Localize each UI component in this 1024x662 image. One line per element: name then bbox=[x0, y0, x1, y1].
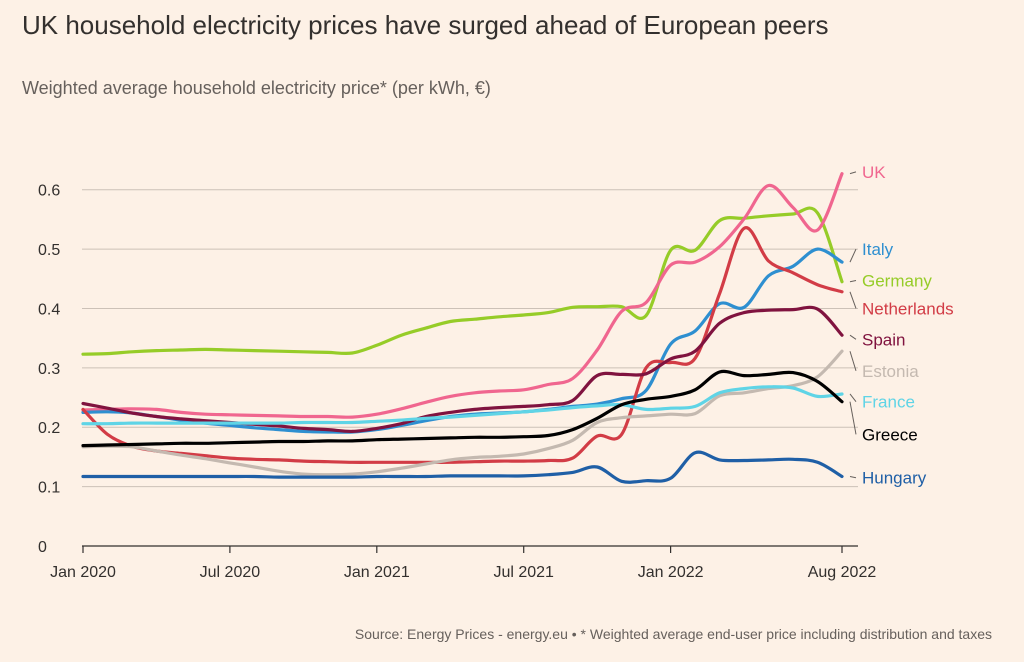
x-tick-label: Jul 2021 bbox=[493, 564, 554, 581]
x-tick-label: Jul 2020 bbox=[200, 564, 261, 581]
label-leader-spain bbox=[849, 334, 857, 340]
y-tick-label: 0.2 bbox=[38, 420, 60, 437]
gridlines bbox=[82, 189, 858, 547]
series-line-greece bbox=[81, 369, 844, 448]
chart-subtitle: Weighted average household electricity p… bbox=[22, 78, 491, 98]
series-label-germany: Germany bbox=[862, 272, 932, 291]
series-line-hungary bbox=[81, 450, 844, 484]
y-tick-label: 0.6 bbox=[38, 183, 60, 200]
chart-title: UK household electricity prices have sur… bbox=[22, 10, 829, 40]
series-label-uk: UK bbox=[862, 163, 886, 182]
series-line-spain bbox=[81, 305, 844, 434]
label-leader-estonia bbox=[849, 351, 857, 371]
series-line-germany bbox=[81, 206, 844, 356]
series-label-spain: Spain bbox=[862, 330, 905, 349]
series-label-italy: Italy bbox=[862, 240, 894, 259]
y-tick-label: 0.3 bbox=[38, 361, 60, 378]
label-leader-greece bbox=[849, 401, 857, 435]
y-tick-label: 0.4 bbox=[38, 301, 60, 318]
y-tick-label: 0.1 bbox=[38, 480, 60, 497]
y-tick-label: 0.5 bbox=[38, 242, 60, 259]
label-leader-france bbox=[849, 393, 857, 403]
label-leader-uk bbox=[849, 171, 857, 175]
series-label-france: France bbox=[862, 393, 915, 412]
x-tick-label: Jan 2020 bbox=[50, 564, 116, 581]
y-axis-ticks: 0 0.1 0.2 0.3 0.4 0.5 0.6 bbox=[38, 183, 60, 556]
x-tick-label: Jan 2021 bbox=[344, 564, 410, 581]
y-tick-label: 0 bbox=[38, 539, 47, 556]
source-note: Source: Energy Prices - energy.eu • * We… bbox=[354, 626, 992, 642]
series-label-netherlands: Netherlands bbox=[862, 299, 954, 318]
series-label-hungary: Hungary bbox=[862, 469, 927, 488]
series-label-estonia: Estonia bbox=[862, 362, 919, 381]
x-tick-label: Aug 2022 bbox=[808, 564, 877, 581]
label-leader-netherlands bbox=[849, 291, 857, 309]
series-line-uk bbox=[81, 172, 844, 419]
series-line-netherlands bbox=[81, 226, 844, 464]
x-tick-label: Jan 2022 bbox=[638, 564, 704, 581]
label-leader-hungary bbox=[849, 476, 857, 479]
series-labels: Germany UK Italy Netherlands Spain Estonia Fra… bbox=[849, 163, 954, 488]
x-axis-ticks: Jan 2020 Jul 2020 Jan 2021 Jul 2021 Jan 2022… bbox=[50, 546, 876, 581]
series-line-france bbox=[81, 385, 844, 426]
series-line-italy bbox=[81, 247, 844, 434]
series-label-greece: Greece bbox=[862, 425, 918, 444]
series-line-estonia bbox=[81, 349, 844, 477]
series-lines bbox=[81, 172, 844, 484]
label-leader-germany bbox=[849, 280, 857, 283]
label-leader-italy bbox=[849, 248, 857, 263]
